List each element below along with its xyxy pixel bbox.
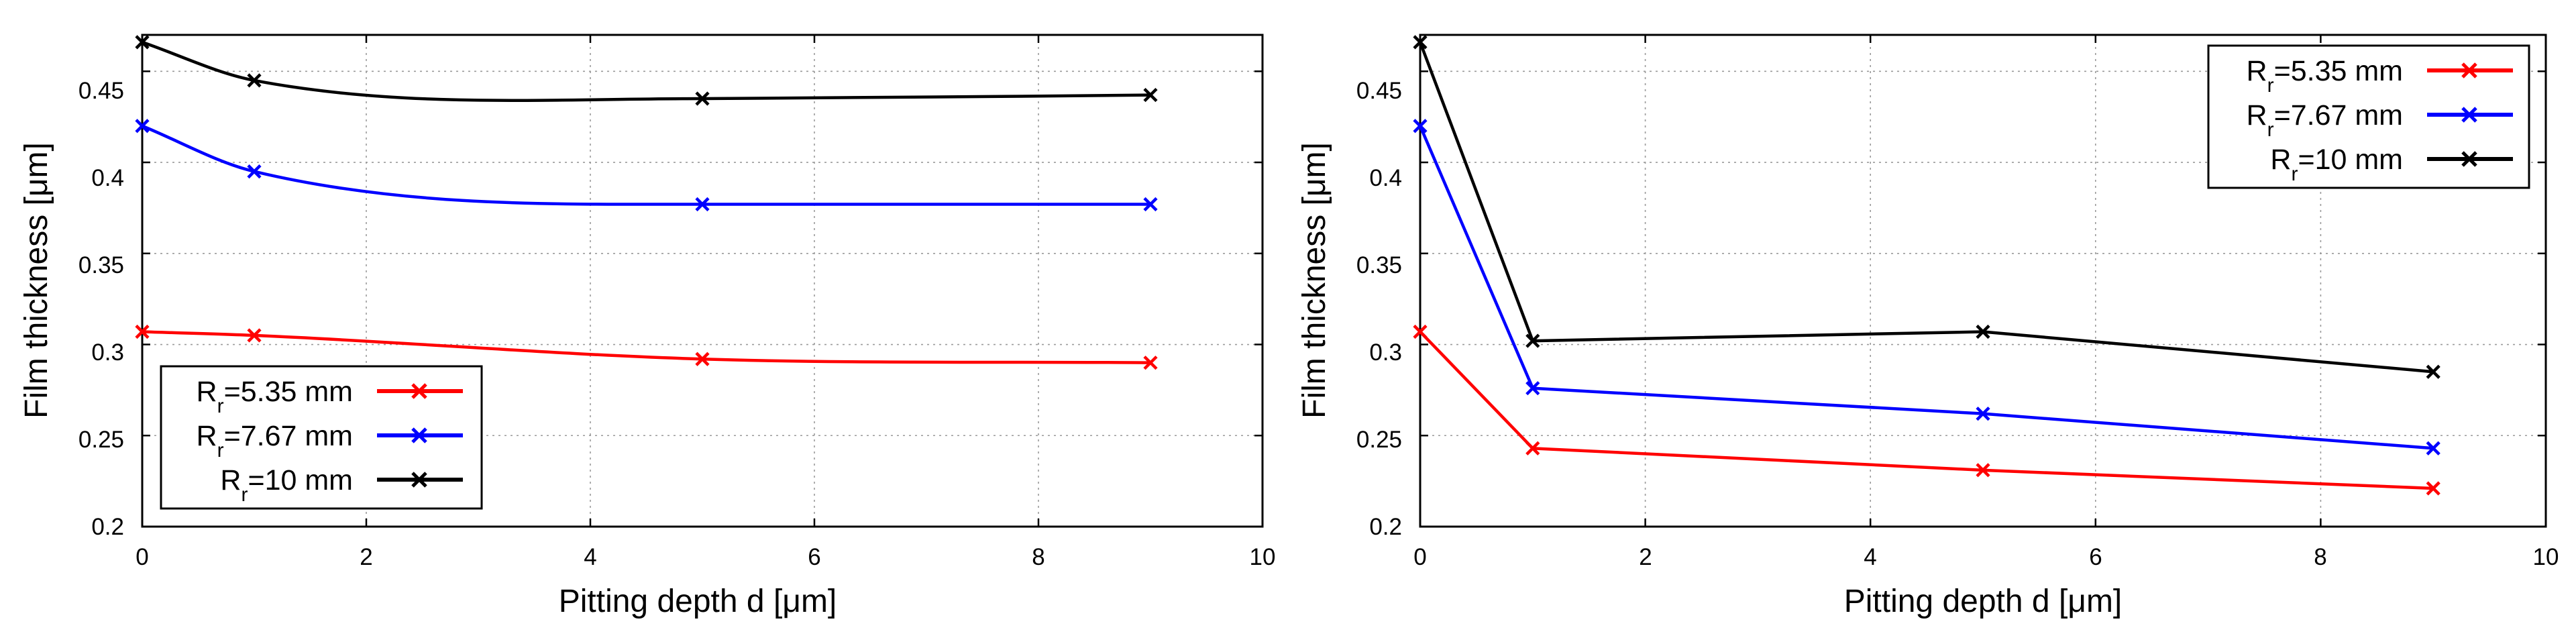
left-data-point-1-1 — [247, 164, 262, 179]
right-data-point-1-1 — [1525, 381, 1540, 396]
right-legend-marker-blue — [2461, 107, 2477, 123]
left-data-point-2-2 — [695, 91, 710, 106]
right-series-line-2 — [1418, 40, 2435, 374]
right-legend-label: Rr=5.35 mm — [2247, 55, 2403, 97]
left-legend: Rr=5.35 mm Rr=7.67 mm Rr=10 mm — [160, 365, 483, 510]
right-series-group — [1413, 35, 2440, 496]
left-ytick-label: 0.3 — [91, 339, 124, 366]
right-data-point-0-1 — [1525, 441, 1540, 456]
right-gridlines — [1420, 35, 2546, 527]
right-chart: 0 2 4 6 8 10 0.2 0.25 0.3 0.35 0.4 0.45 … — [1297, 34, 2559, 619]
left-legend-label: Rr=7.67 mm — [197, 420, 353, 462]
left-legend-label: Rr=10 mm — [220, 464, 353, 506]
left-data-point-0-1 — [247, 328, 262, 343]
left-data-point-1-0 — [135, 119, 150, 133]
right-data-point-1-0 — [1413, 119, 1428, 133]
left-series-line-1 — [140, 124, 1152, 206]
left-data-point-2-3 — [1143, 87, 1158, 103]
left-series-line-0 — [140, 330, 1152, 364]
right-legend-marker-black — [2461, 151, 2477, 167]
left-legend-marker-black — [411, 472, 427, 488]
right-ytick-label: 0.25 — [1356, 427, 1402, 453]
left-legend-marker-blue — [411, 427, 427, 443]
left-chart: 0 2 4 6 8 10 0.2 0.25 0.3 0.35 0.4 0.45 … — [19, 34, 1276, 619]
right-data-point-0-0 — [1413, 324, 1428, 339]
right-data-point-2-1 — [1525, 333, 1540, 348]
right-xtick-label: 10 — [2533, 544, 2559, 570]
left-xtick-label: 0 — [136, 544, 148, 570]
left-data-point-0-2 — [695, 352, 710, 366]
right-series-line-0 — [1418, 330, 2435, 490]
right-data-point-1-3 — [2426, 441, 2440, 456]
right-xtick-label: 8 — [2314, 544, 2326, 570]
right-x-axis-label: Pitting depth d [μm] — [1844, 584, 2123, 619]
left-x-axis-label: Pitting depth d [μm] — [559, 584, 837, 619]
right-ytick-label: 0.35 — [1356, 252, 1402, 278]
right-xtick-label: 4 — [1864, 544, 1876, 570]
right-xtick-label: 2 — [1639, 544, 1652, 570]
right-legend-label: Rr=10 mm — [2270, 144, 2403, 185]
right-legend-label: Rr=7.67 mm — [2247, 99, 2403, 141]
left-series-group — [135, 35, 1158, 370]
right-legend: Rr=5.35 mm Rr=7.67 mm Rr=10 mm — [2207, 44, 2530, 189]
left-plot-frame — [141, 34, 1264, 528]
left-data-point-1-2 — [695, 197, 710, 212]
left-ytick-label: 0.4 — [91, 165, 124, 191]
left-data-point-1-3 — [1143, 197, 1158, 212]
left-legend-label: Rr=5.35 mm — [197, 376, 353, 417]
left-xtick-label: 6 — [808, 544, 820, 570]
right-y-axis-label: Film thickness [μm] — [1297, 142, 1332, 419]
right-legend-marker-red — [2461, 62, 2477, 78]
left-data-point-2-0 — [135, 35, 150, 50]
right-plot-frame — [1419, 34, 2547, 528]
right-data-point-0-2 — [1976, 463, 1990, 478]
left-xtick-label: 8 — [1032, 544, 1044, 570]
right-data-point-2-3 — [2426, 364, 2440, 379]
right-xtick-label: 0 — [1413, 544, 1426, 570]
left-ytick-label: 0.35 — [78, 252, 124, 278]
right-data-point-2-2 — [1976, 324, 1990, 339]
left-xtick-label: 10 — [1250, 544, 1276, 570]
left-legend-marker-red — [411, 383, 427, 399]
left-ytick-label: 0.45 — [78, 78, 124, 104]
left-xtick-label: 4 — [584, 544, 596, 570]
left-series-line-2 — [140, 40, 1152, 102]
left-ytick-label: 0.2 — [91, 514, 124, 540]
left-data-point-0-0 — [135, 324, 150, 339]
right-series-line-1 — [1418, 124, 2435, 450]
right-ytick-label: 0.4 — [1369, 165, 1402, 191]
right-data-point-1-2 — [1976, 407, 1990, 421]
right-ytick-label: 0.3 — [1369, 339, 1402, 366]
left-y-axis-label: Film thickness [μm] — [19, 142, 54, 419]
right-ytick-label: 0.45 — [1356, 78, 1402, 104]
left-axis-ticks — [141, 35, 1264, 528]
right-ytick-label: 0.2 — [1369, 514, 1402, 540]
right-xtick-label: 6 — [2089, 544, 2102, 570]
left-xtick-label: 2 — [360, 544, 372, 570]
left-data-point-0-3 — [1143, 356, 1158, 370]
left-ytick-label: 0.25 — [78, 427, 124, 453]
right-data-point-2-0 — [1413, 35, 1428, 50]
left-data-point-2-1 — [247, 73, 262, 88]
right-axis-ticks — [1419, 35, 2547, 528]
right-data-point-0-3 — [2426, 481, 2440, 496]
